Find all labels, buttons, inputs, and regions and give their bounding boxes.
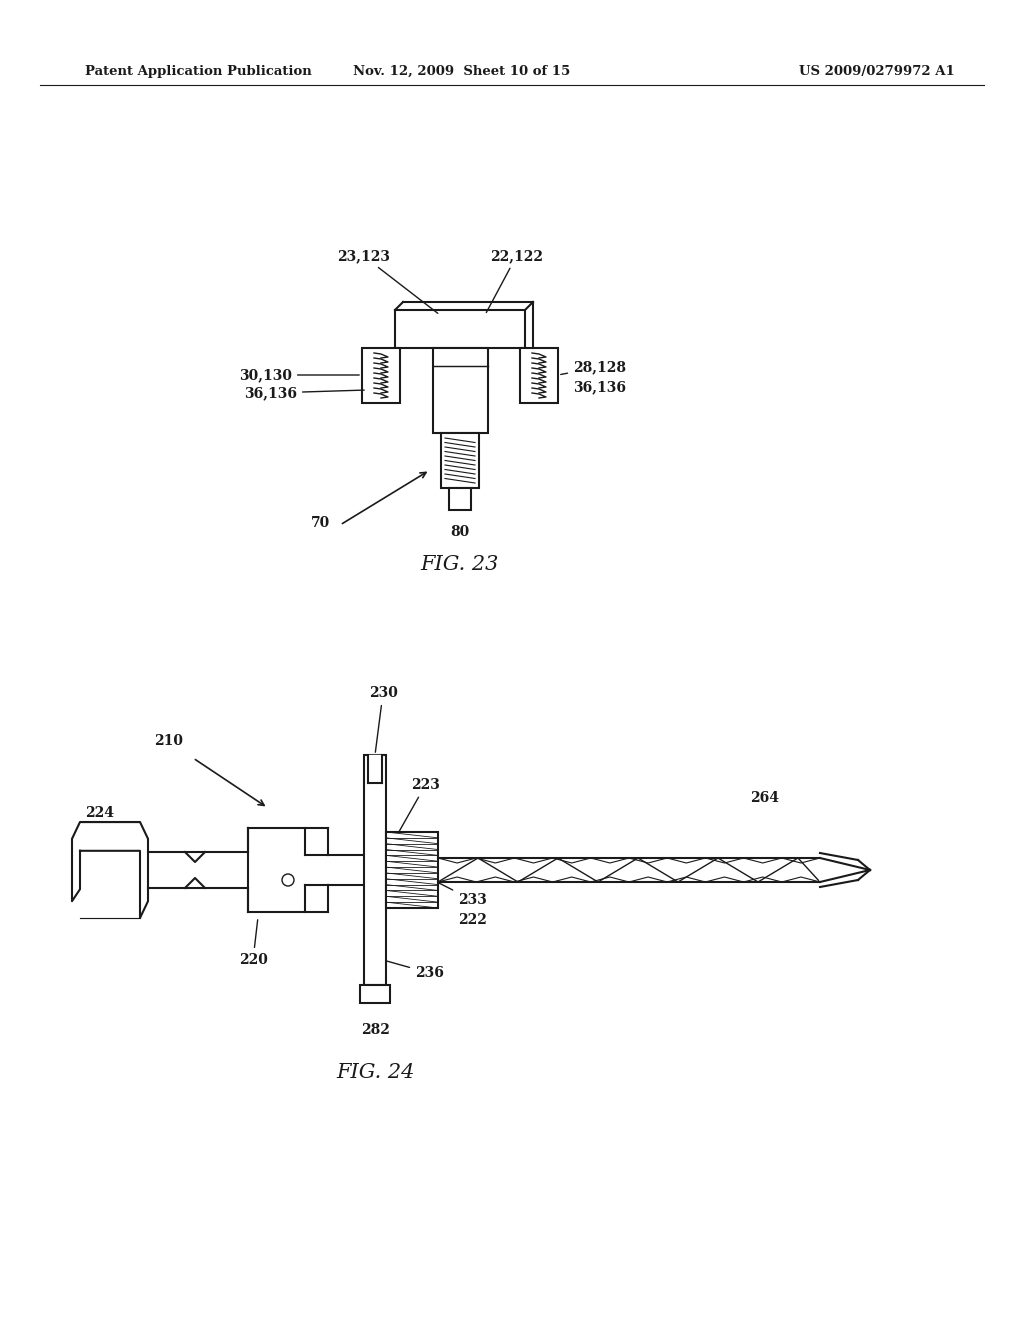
Bar [364,755,386,985]
Text: Nov. 12, 2009  Sheet 10 of 15: Nov. 12, 2009 Sheet 10 of 15 [353,65,570,78]
Bar [360,985,390,1003]
Text: FIG. 23: FIG. 23 [421,554,499,574]
Text: 70: 70 [310,516,330,531]
Polygon shape [820,858,870,882]
Text: 236: 236 [386,961,443,979]
FancyBboxPatch shape [395,310,525,348]
Text: Patent Application Publication: Patent Application Publication [85,65,311,78]
Polygon shape [328,855,364,884]
Bar [449,488,471,510]
Polygon shape [438,858,820,882]
Text: 80: 80 [451,525,470,539]
Text: 30,130: 30,130 [239,368,359,381]
Text: 222: 222 [458,913,486,927]
Text: 224: 224 [85,807,115,820]
Text: 22,122: 22,122 [486,249,543,313]
Text: 210: 210 [154,734,183,748]
Text: US 2009/0279972 A1: US 2009/0279972 A1 [800,65,955,78]
Bar [520,348,558,403]
Text: 36,136: 36,136 [573,380,626,393]
Bar [433,348,488,433]
Text: 230: 230 [369,686,397,752]
Polygon shape [248,828,328,912]
Text: 220: 220 [239,920,267,968]
Text: 264: 264 [750,791,779,805]
Polygon shape [368,755,382,783]
Text: 28,128: 28,128 [561,360,626,375]
Text: FIG. 24: FIG. 24 [336,1063,414,1082]
Bar [441,433,479,488]
Text: 233: 233 [435,882,486,907]
Bar [386,832,438,908]
Text: 223: 223 [397,777,440,834]
Text: 282: 282 [360,1023,389,1038]
Polygon shape [72,822,148,917]
Text: 36,136: 36,136 [244,385,365,400]
Polygon shape [148,851,248,888]
Text: 23,123: 23,123 [337,249,438,313]
Bar [362,348,400,403]
Circle shape [282,874,294,886]
